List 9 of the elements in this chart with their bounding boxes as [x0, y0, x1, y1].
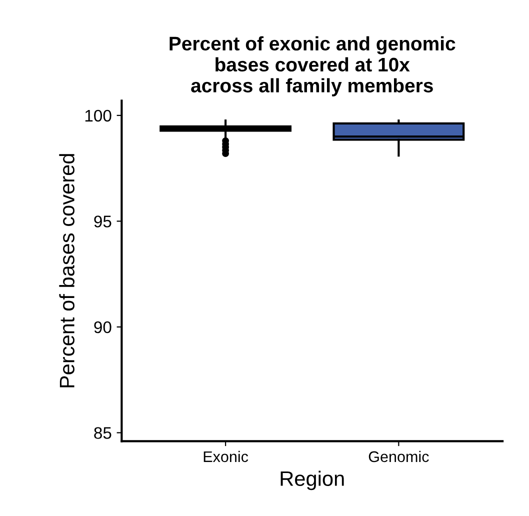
x-axis-title: Region — [280, 470, 344, 490]
y-tick-label: 95 — [94, 216, 112, 228]
y-tick-label: 100 — [85, 110, 112, 122]
x-tick-label: Exonic — [204, 450, 248, 462]
y-tick-label: 90 — [94, 321, 112, 334]
y-tick-label: 85 — [94, 427, 112, 439]
chart-title: Percent of exonic and genomic bases covered at 10x across all family members — [170, 36, 456, 96]
y-axis-title: Percent of bases covered — [59, 154, 74, 388]
x-tick-label: Genomic — [368, 450, 429, 462]
